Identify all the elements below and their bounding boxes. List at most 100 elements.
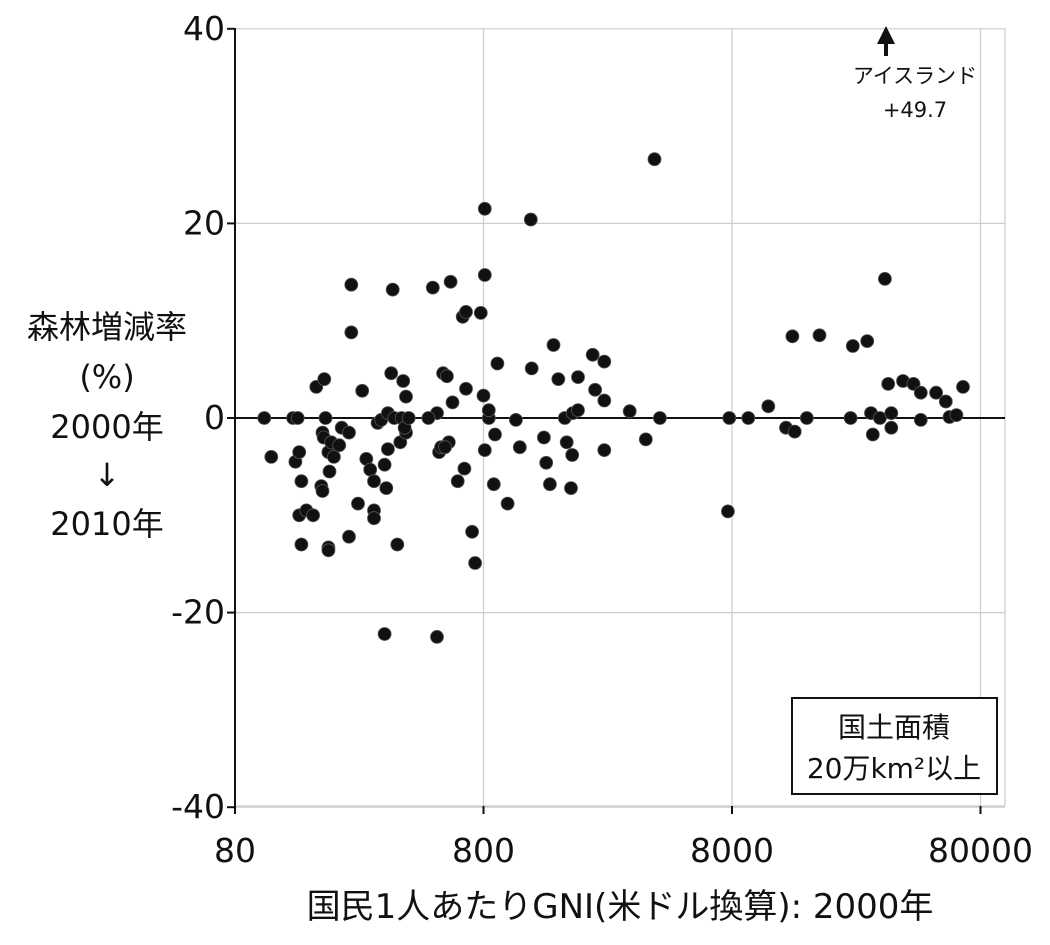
data-point — [597, 393, 612, 408]
legend-line-2: 20万km²以上 — [807, 752, 981, 785]
data-point — [647, 152, 662, 167]
y-tick-label: -20 — [171, 593, 225, 632]
data-point — [481, 403, 496, 418]
data-point — [929, 385, 943, 400]
data-point — [559, 435, 574, 450]
y-tick-label: -40 — [171, 787, 225, 826]
data-point — [500, 496, 515, 511]
y-label-line-1: 森林増減率 — [27, 308, 187, 346]
data-point — [290, 411, 305, 425]
data-point — [488, 427, 502, 442]
y-tick-label: 20 — [183, 203, 225, 242]
y-axis-label: 森林増減率 (%) 2000年 ↓ 2010年 — [27, 308, 187, 543]
data-point — [439, 369, 454, 384]
data-point — [477, 201, 492, 216]
data-point — [938, 394, 953, 409]
data-point — [865, 427, 880, 442]
data-point — [546, 338, 561, 352]
data-point — [913, 385, 928, 400]
data-point — [622, 404, 637, 419]
data-point — [450, 474, 465, 489]
data-point — [438, 440, 452, 455]
data-point — [401, 411, 416, 425]
data-point — [845, 339, 860, 353]
data-point — [468, 556, 483, 570]
data-point — [653, 411, 667, 425]
data-point — [421, 411, 436, 425]
data-point — [326, 449, 341, 464]
data-point — [638, 432, 653, 447]
data-point — [476, 388, 491, 403]
y-label-line-2: (%) — [79, 358, 134, 396]
data-point — [457, 461, 472, 476]
data-point — [443, 274, 458, 289]
x-axis-label: 国民1人あたりGNI(米ドル換算): 2000年 — [307, 887, 934, 927]
data-point — [956, 379, 970, 394]
data-point — [523, 212, 538, 227]
data-point — [465, 524, 480, 539]
data-point — [377, 457, 392, 472]
legend-line-1: 国土面積 — [838, 711, 950, 744]
data-point — [321, 543, 336, 558]
data-point — [363, 462, 378, 477]
data-point — [873, 411, 887, 425]
grid-lines — [235, 28, 1006, 808]
data-point — [292, 445, 307, 460]
data-point — [322, 464, 337, 479]
data-point — [396, 374, 411, 388]
data-point — [355, 383, 370, 398]
data-point — [342, 529, 356, 544]
y-label-line-3: 2000年 — [50, 408, 163, 446]
data-point — [384, 366, 399, 381]
data-point — [884, 406, 899, 421]
data-point — [524, 361, 539, 376]
data-point — [722, 411, 737, 425]
data-point — [306, 508, 321, 523]
up-arrow-icon — [877, 26, 895, 56]
data-point — [379, 481, 394, 496]
data-point — [367, 511, 381, 526]
x-tick-label: 80 — [214, 831, 256, 870]
data-point — [344, 277, 359, 292]
data-point — [367, 474, 381, 489]
area-legend-box: 国土面積 20万km²以上 — [791, 697, 998, 795]
data-point — [390, 537, 405, 552]
data-point — [551, 372, 566, 387]
data-point — [315, 484, 330, 498]
data-point — [785, 329, 800, 344]
data-point — [843, 411, 858, 425]
x-tick-label: 8000 — [690, 831, 774, 870]
data-point — [509, 412, 523, 427]
data-point — [761, 399, 776, 414]
iceland-annotation: アイスランド +49.7 — [853, 26, 977, 122]
data-point — [459, 304, 473, 319]
data-point — [264, 449, 279, 464]
legend-frame — [791, 697, 998, 795]
data-point — [380, 442, 395, 457]
data-point — [539, 455, 554, 470]
axes — [227, 27, 1005, 814]
data-point — [342, 425, 356, 440]
data-point — [318, 411, 333, 425]
y-label-arrow: ↓ — [94, 456, 121, 494]
data-point — [486, 477, 501, 492]
data-point — [721, 504, 735, 519]
data-point — [860, 334, 875, 349]
y-tick-label: 0 — [204, 398, 225, 437]
data-point — [571, 370, 585, 385]
data-point — [477, 268, 492, 282]
data-point — [425, 280, 440, 295]
annotation-value: +49.7 — [883, 98, 947, 122]
data-point — [473, 305, 488, 320]
x-tick-label: 800 — [452, 831, 515, 870]
data-point — [344, 325, 359, 340]
data-point — [799, 411, 814, 425]
data-point — [741, 411, 756, 425]
data-point — [884, 420, 899, 435]
data-point — [543, 477, 557, 492]
x-tick-label: 80000 — [928, 831, 1033, 870]
data-point — [597, 443, 612, 458]
data-point — [913, 412, 928, 427]
data-point — [490, 356, 505, 371]
